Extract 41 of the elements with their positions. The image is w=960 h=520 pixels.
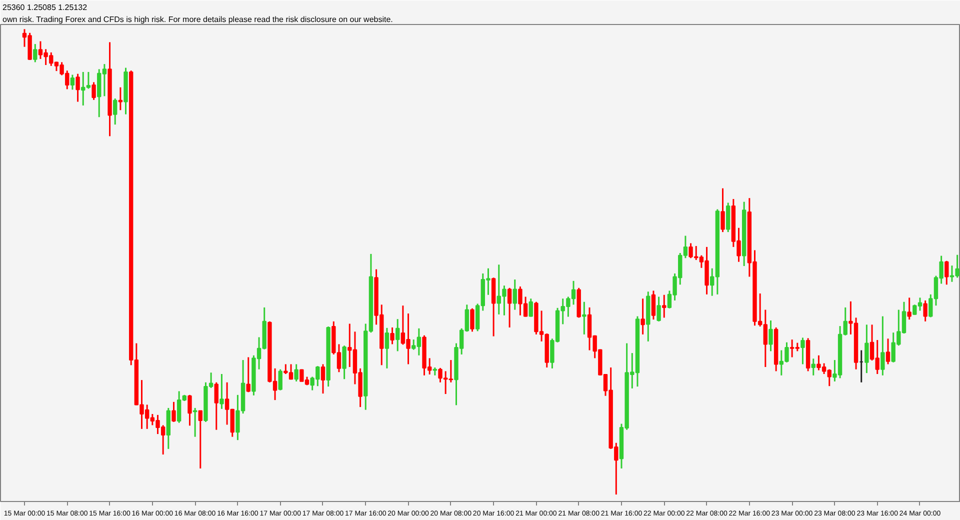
candlestick <box>811 358 816 376</box>
candlestick <box>113 98 118 126</box>
candlestick <box>582 301 586 336</box>
candlestick <box>646 290 650 342</box>
chart-subtitle: own risk. Trading Forex and CFDs is high risk. For more details please read the risk disclosure on our website. <box>2 15 393 24</box>
candlestick <box>108 41 112 137</box>
candlestick <box>742 201 746 267</box>
candlestick <box>576 287 581 318</box>
candlestick <box>320 363 326 394</box>
candlestick <box>70 74 75 90</box>
candlestick <box>806 337 810 372</box>
candlestick <box>880 316 885 376</box>
candlestick <box>76 73 80 102</box>
candlestick <box>188 394 192 426</box>
candlestick <box>651 290 656 320</box>
candlestick <box>491 276 496 338</box>
candlestick <box>907 296 912 320</box>
candlestick <box>390 326 394 345</box>
candlestick <box>512 278 517 311</box>
candlestick <box>507 287 512 328</box>
candlestick <box>326 326 330 388</box>
candlestick <box>384 327 390 370</box>
candlestick <box>774 326 778 372</box>
candlestick <box>656 296 661 322</box>
candlestick <box>396 318 400 352</box>
candlestick <box>662 294 666 318</box>
candlestick <box>172 401 176 423</box>
candlestick <box>294 363 298 382</box>
chart-title: 25360 1.25085 1.25132 <box>2 3 88 12</box>
candlestick <box>166 407 171 450</box>
candlestick <box>864 324 869 374</box>
candlestick <box>923 300 928 322</box>
candlestick <box>640 298 645 336</box>
candlestick <box>800 336 805 365</box>
candlestick <box>124 67 128 116</box>
candlestick <box>220 373 224 410</box>
candlestick <box>768 320 773 352</box>
candlestick <box>92 81 96 101</box>
candlestick <box>342 344 346 380</box>
candlestick <box>944 260 949 286</box>
candlestick <box>246 356 250 393</box>
